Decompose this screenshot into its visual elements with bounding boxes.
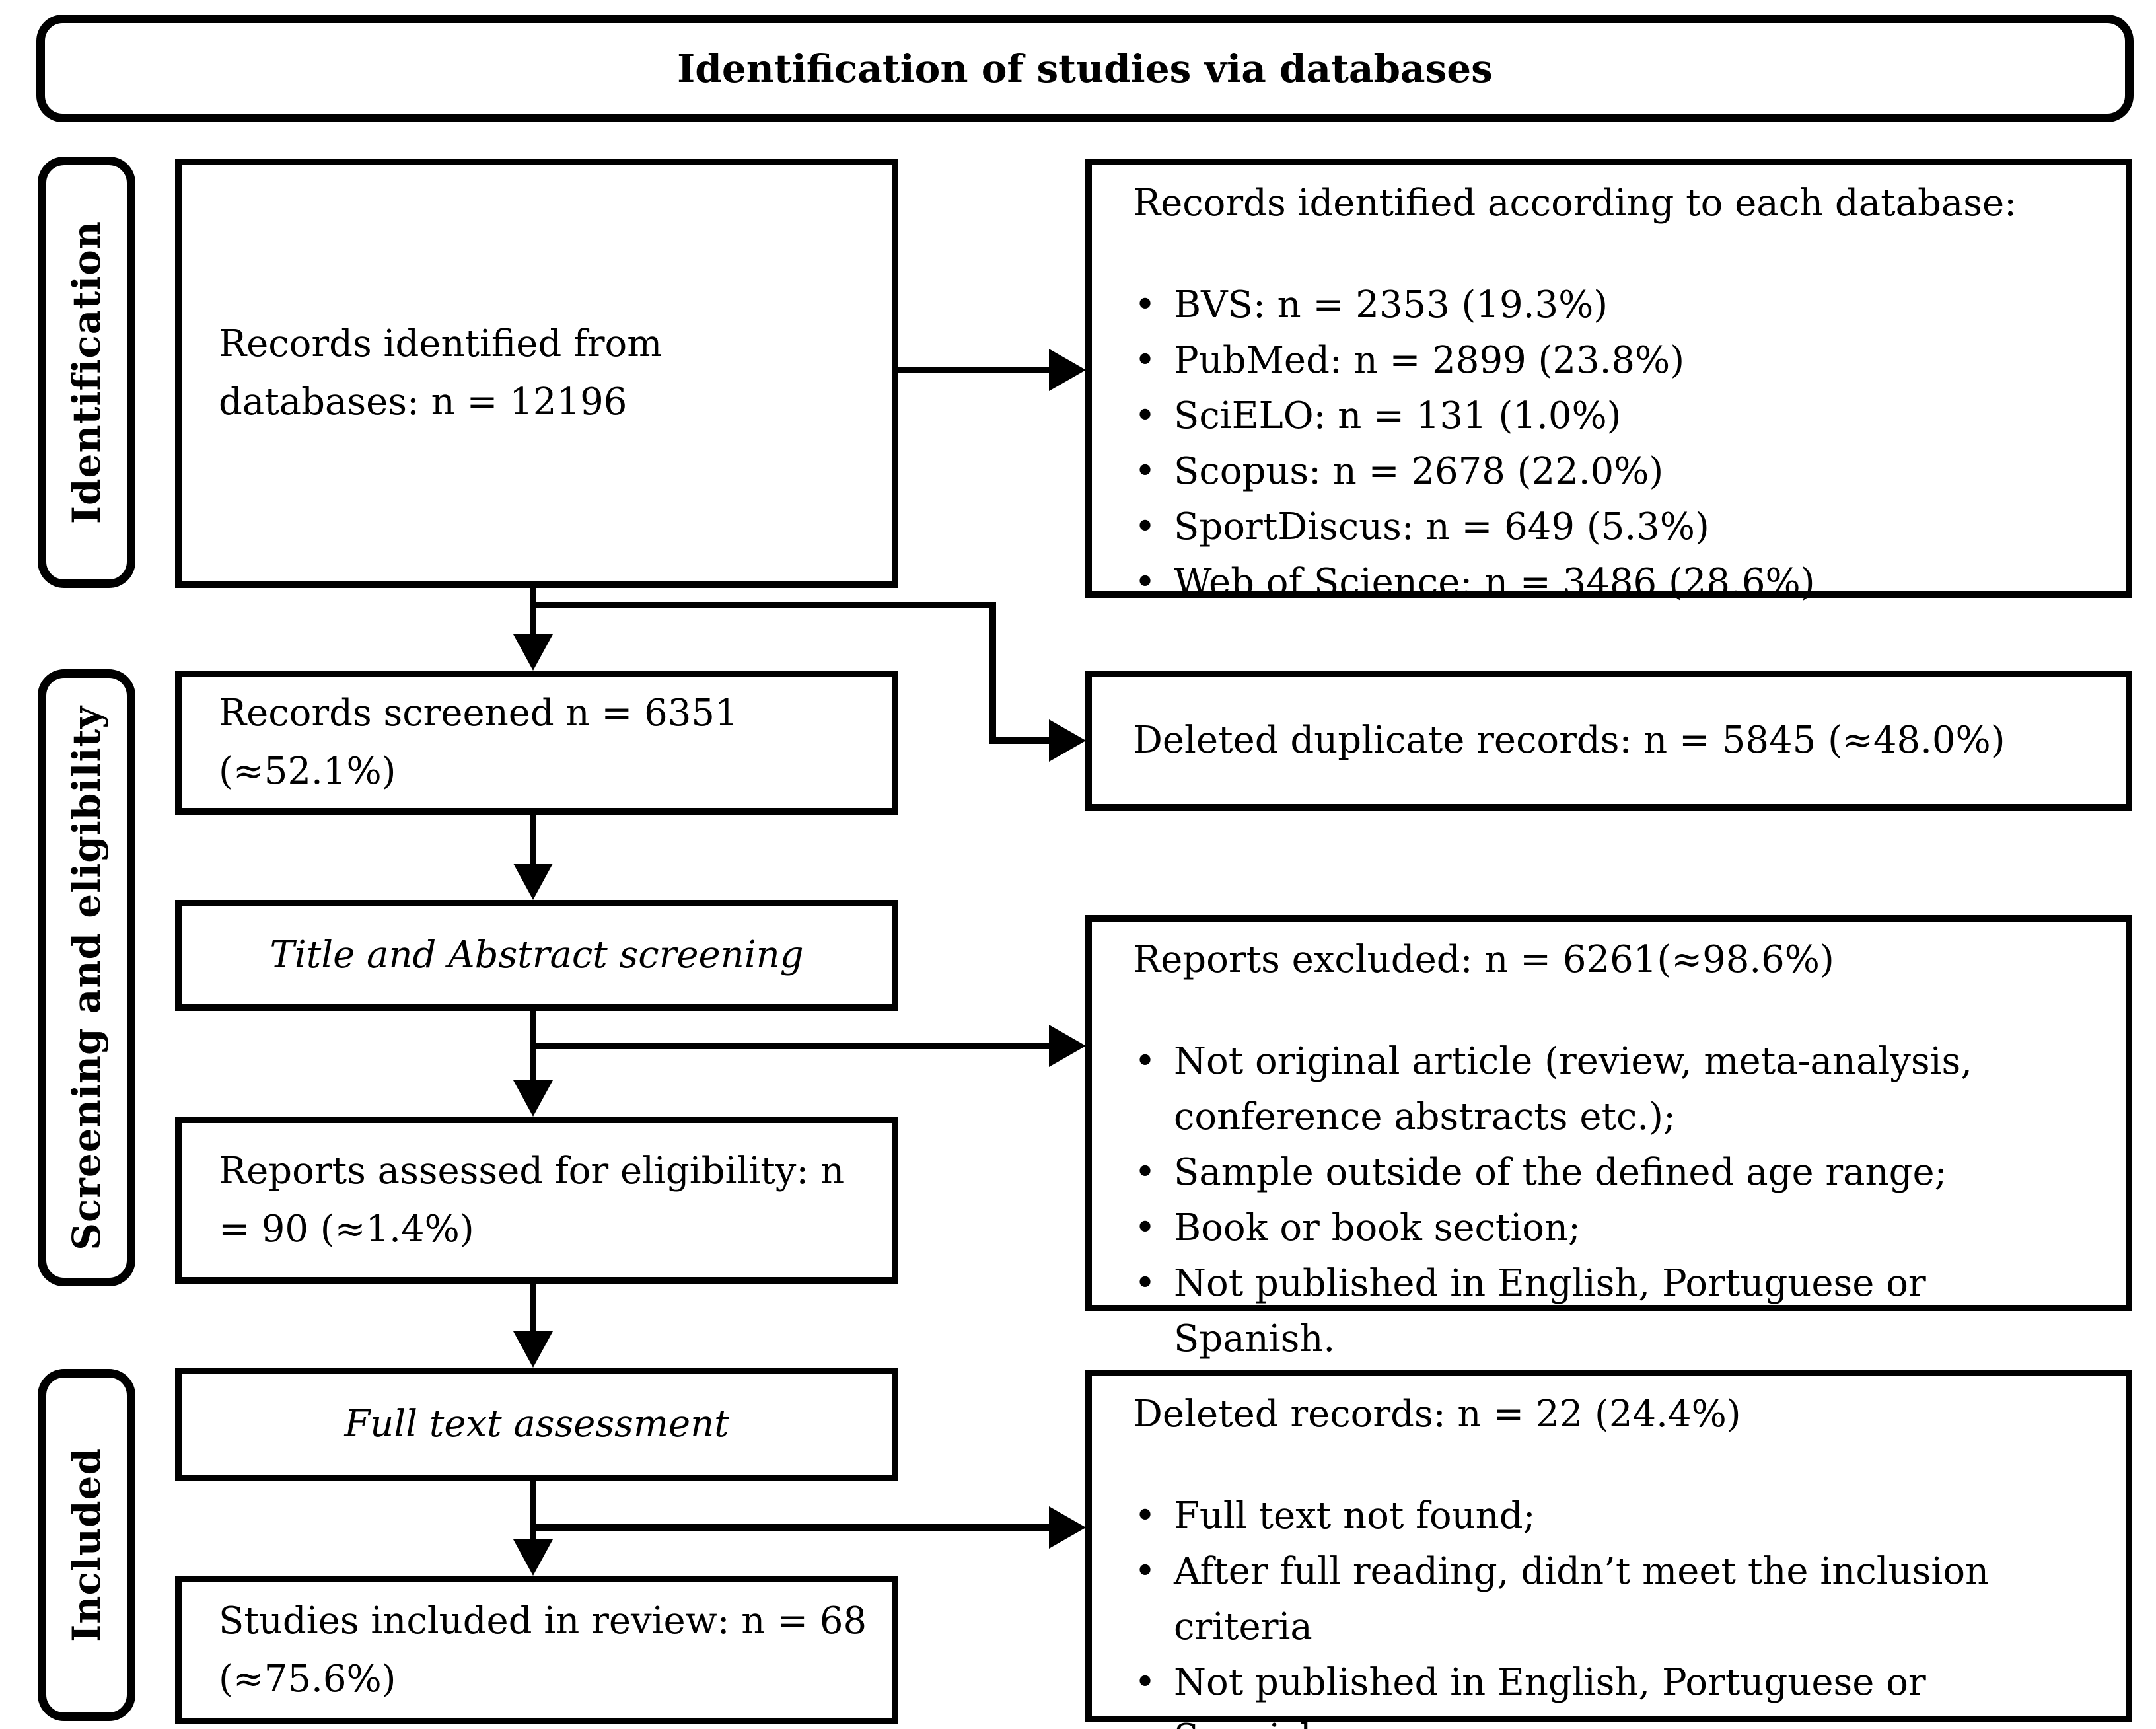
box-full-text-assessment-label: Full text assessment <box>344 1403 729 1446</box>
stage-box-screening-and-eligibility: Screening and eligibility <box>38 669 135 1286</box>
bullet-icon: • <box>1134 1040 1157 1083</box>
arrowhead-right-icon <box>1049 1025 1086 1067</box>
list-item-text: Not published in English, Portuguese or … <box>1174 1262 1926 1360</box>
list-item: • SportDiscus: n = 649 (5.3%) <box>1133 499 2073 555</box>
list-item-text: Full text not found; <box>1174 1494 1536 1537</box>
bullet-icon: • <box>1134 1206 1157 1249</box>
box-studies-included-line1: Studies included in review: n = 68 <box>219 1599 867 1642</box>
connector-duplicates-branch-top <box>530 602 996 608</box>
list-item-text: BVS: n = 2353 (19.3%) <box>1174 283 1608 326</box>
bullet-icon: • <box>1134 1151 1157 1194</box>
list-item: • Not published in English, Portuguese or… <box>1133 1655 2073 1729</box>
bullet-icon: • <box>1134 1550 1157 1593</box>
box-records-screened-line2: (≈52.1%) <box>219 750 396 793</box>
box-title-abstract-screening-label: Title and Abstract screening <box>270 934 804 976</box>
connector-identified-to-screened <box>530 588 536 636</box>
connector-screened-to-title-abstract <box>530 815 536 865</box>
box-records-screened: Records screened n = 6351 (≈52.1%) <box>175 671 898 815</box>
box-reports-assessed-line1: Reports assessed for eligibility: n <box>219 1149 845 1193</box>
list-item-text: Book or book section; <box>1174 1206 1581 1249</box>
arrowhead-down-icon <box>513 864 553 900</box>
stage-label-included: Included <box>64 1448 109 1642</box>
box-full-text-assessment: Full text assessment <box>175 1368 898 1481</box>
bullet-icon: • <box>1134 339 1157 382</box>
box-records-screened-line1: Records screened n = 6351 <box>219 692 738 735</box>
box-reports-excluded-heading: Reports excluded: n = 6261(≈98.6%) <box>1133 938 1834 981</box>
list-item: • Book or book section; <box>1133 1200 2073 1256</box>
connector-duplicates-branch-vertical <box>989 602 996 744</box>
bullet-icon: • <box>1134 1661 1157 1704</box>
list-item-text: Web of Science: n = 3486 (28.6%) <box>1174 561 1815 604</box>
box-records-identified-line2: databases: n = 12196 <box>219 381 628 423</box>
connector-duplicates-branch-bottom <box>996 737 1054 744</box>
connector-fulltext-to-included <box>530 1481 536 1541</box>
list-item: • PubMed: n = 2899 (23.8%) <box>1133 333 2073 388</box>
box-duplicates-heading: Deleted duplicate records: n = 5845 (≈48… <box>1133 719 2005 762</box>
list-item: • Full text not found; <box>1133 1489 2073 1544</box>
list-item: • Sample outside of the defined age range… <box>1133 1145 2073 1200</box>
box-reports-assessed: Reports assessed for eligibility: n = 90… <box>175 1117 898 1284</box>
arrowhead-right-icon <box>1049 1506 1086 1549</box>
list-item-text: Sample outside of the defined age range; <box>1174 1151 1947 1194</box>
arrowhead-right-icon <box>1049 719 1086 762</box>
box-studies-included: Studies included in review: n = 68 (≈75.… <box>175 1576 898 1724</box>
list-item: • SciELO: n = 131 (1.0%) <box>1133 388 2073 444</box>
connector-deleted-branch <box>530 1524 1054 1531</box>
box-deleted-records: Deleted records: n = 22 (24.4%) • Full te… <box>1085 1370 2132 1729</box>
list-item: • Scopus: n = 2678 (22.0%) <box>1133 444 2073 499</box>
arrowhead-down-icon <box>513 1539 553 1576</box>
list-item: • Web of Science: n = 3486 (28.6%) <box>1133 555 2073 610</box>
bullet-icon: • <box>1134 450 1157 493</box>
list-item: • After full reading, didn’t meet the inc… <box>1133 1544 2073 1655</box>
list-item: • Not original article (review, meta-anal… <box>1133 1034 2073 1145</box>
bullet-icon: • <box>1134 505 1157 548</box>
diagram-title: Identification of studies via databases <box>677 46 1493 91</box>
connector-assessed-to-fulltext <box>530 1284 536 1333</box>
bullet-icon: • <box>1134 1494 1157 1537</box>
list-item-text: Not published in English, Portuguese or … <box>1174 1661 1926 1729</box>
bullet-icon: • <box>1134 1262 1157 1305</box>
list-item-text: PubMed: n = 2899 (23.8%) <box>1174 339 1685 382</box>
connector-excluded-branch <box>530 1043 1054 1049</box>
box-reports-excluded: Reports excluded: n = 6261(≈98.6%) • Not … <box>1085 915 2132 1360</box>
bullet-icon: • <box>1134 394 1157 437</box>
box-records-identified: Records identified from databases: n = 1… <box>175 159 898 588</box>
list-item-text: Not original article (review, meta-analy… <box>1174 1040 1973 1138</box>
stage-box-identification: Identification <box>38 157 135 588</box>
reports-excluded-list: • Not original article (review, meta-anal… <box>1133 1034 2073 1367</box>
bullet-icon: • <box>1134 561 1157 604</box>
arrowhead-down-icon <box>513 634 553 671</box>
box-studies-included-line2: (≈75.6%) <box>219 1657 396 1701</box>
list-item-text: SportDiscus: n = 649 (5.3%) <box>1174 505 1709 548</box>
arrowhead-right-icon <box>1049 349 1086 391</box>
list-item-text: After full reading, didn’t meet the incl… <box>1174 1550 1990 1648</box>
list-item: • Not published in English, Portuguese or… <box>1133 1256 2073 1367</box>
connector-identified-to-databases <box>898 367 1054 373</box>
box-deleted-records-heading: Deleted records: n = 22 (24.4%) <box>1133 1393 1741 1436</box>
stage-label-identification: Identification <box>64 220 109 525</box>
bullet-icon: • <box>1134 283 1157 326</box>
diagram-title-box: Identification of studies via databases <box>36 15 2134 122</box>
stage-box-included: Included <box>38 1369 135 1721</box>
box-databases-breakdown: Records identified according to each dat… <box>1085 159 2132 604</box>
box-title-abstract-screening: Title and Abstract screening <box>175 900 898 1011</box>
stage-label-screening-and-eligibility: Screening and eligibility <box>64 705 109 1251</box>
box-duplicates-deleted: Deleted duplicate records: n = 5845 (≈48… <box>1085 671 2132 811</box>
arrowhead-down-icon <box>513 1331 553 1368</box>
deleted-records-list: • Full text not found; • After full readin… <box>1133 1489 2073 1729</box>
arrowhead-down-icon <box>513 1080 553 1117</box>
databases-list: • BVS: n = 2353 (19.3%) • PubMed: n = 2899… <box>1133 277 2073 610</box>
list-item: • BVS: n = 2353 (19.3%) <box>1133 277 2073 333</box>
list-item-text: Scopus: n = 2678 (22.0%) <box>1174 450 1664 493</box>
box-reports-assessed-line2: = 90 (≈1.4%) <box>219 1207 474 1251</box>
box-databases-heading: Records identified according to each dat… <box>1133 182 2017 225</box>
list-item-text: SciELO: n = 131 (1.0%) <box>1174 394 1622 437</box>
box-records-identified-line1: Records identified from <box>219 322 663 365</box>
